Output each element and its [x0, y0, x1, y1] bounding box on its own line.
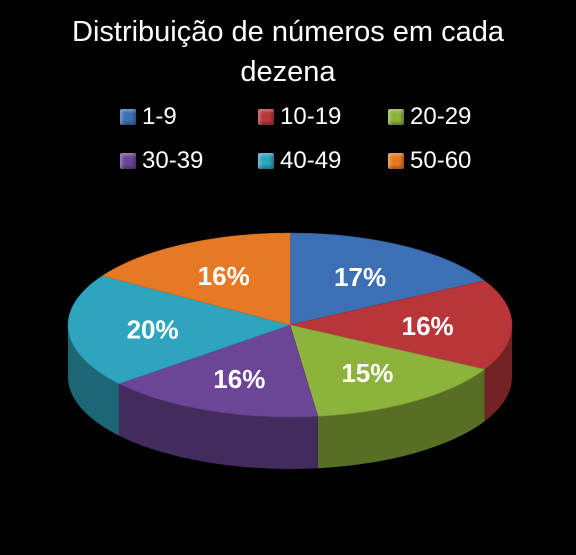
legend-item-50-60: 50-60: [388, 146, 471, 176]
data-label-10-19: 16%: [402, 311, 454, 341]
pie-slice-10-19: [289, 280, 513, 370]
pie-sides: [68, 325, 512, 470]
legend-label: 10-19: [280, 103, 342, 130]
legend-swatch: [388, 109, 404, 125]
pie-side-20-29: [317, 369, 485, 469]
legend-swatch: [258, 109, 274, 125]
pie-slice-50-60: [101, 232, 291, 326]
legend-label: 40-49: [280, 147, 342, 174]
legend-label: 20-29: [410, 103, 472, 130]
data-label-30-39: 16%: [213, 364, 265, 394]
legend-swatch: [388, 153, 404, 169]
legend-item-30-39: 30-39: [120, 146, 203, 176]
pie-slice-20-29: [289, 324, 486, 417]
data-label-1-9: 17%: [334, 262, 386, 292]
legend-item-10-19: 10-19: [258, 102, 341, 132]
chart-title-line-1: Distribuição de números em cada: [72, 16, 504, 48]
pie-slice-40-49: [67, 275, 292, 384]
data-label-20-29: 15%: [341, 358, 393, 388]
legend-label: 1-9: [142, 103, 177, 130]
pie-side-40-49: [68, 325, 119, 436]
pie-side-30-39: [118, 383, 318, 470]
legend-item-1-9: 1-9: [120, 102, 177, 132]
legend-swatch: [120, 109, 136, 125]
pie-side-10-19: [484, 325, 512, 422]
legend-item-40-49: 40-49: [258, 146, 341, 176]
legend-item-20-29: 20-29: [388, 102, 471, 132]
chart-title: Distribuição de números em cada dezena: [0, 12, 576, 92]
pie-labels: 17% 16% 15% 16% 20% 16%: [127, 261, 454, 394]
legend-label: 50-60: [410, 147, 472, 174]
legend-swatch: [258, 153, 274, 169]
data-label-50-60: 16%: [198, 261, 250, 291]
data-label-40-49: 20%: [127, 315, 179, 345]
chart-title-line-2: dezena: [240, 56, 336, 88]
pie-slice-30-39: [118, 324, 319, 418]
pie-slice-1-9: [289, 232, 486, 326]
legend-swatch: [120, 153, 136, 169]
legend-label: 30-39: [142, 147, 204, 174]
pie-slices: [67, 232, 513, 418]
